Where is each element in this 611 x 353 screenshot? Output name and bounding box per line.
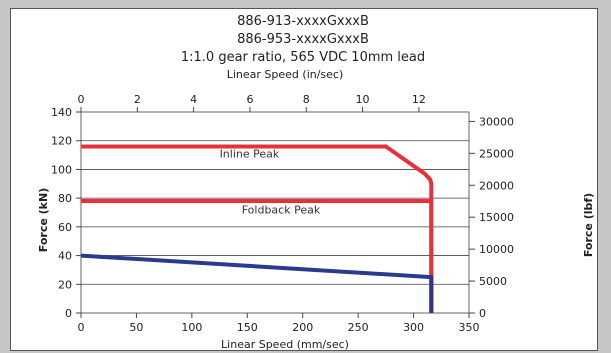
title-line-2: 886-953-xxxxGxxxB: [237, 32, 369, 47]
y-tick-label: 60: [58, 221, 72, 234]
y-tick-label: 20: [58, 278, 72, 291]
top-tick-label: 0: [78, 93, 85, 106]
x-tick-label: 100: [181, 321, 202, 334]
annotation-2: Foldback Peak: [242, 204, 321, 217]
y-tick-label: 100: [51, 163, 72, 176]
top-tick-label: 8: [303, 93, 310, 106]
y2-axis-label: Force (lbf): [582, 193, 595, 257]
top-tick-label: 6: [246, 93, 253, 106]
x-tick-label: 250: [348, 321, 369, 334]
series-line-1: [81, 144, 434, 313]
y-tick-label: 140: [51, 106, 72, 119]
series-line-3: [80, 253, 434, 313]
x-axis-label: Linear Speed (mm/sec): [221, 338, 349, 351]
y-tick-label: 120: [51, 135, 72, 148]
y-tick-label: 80: [58, 192, 72, 205]
title-line-1: 886-913-xxxxGxxxB: [237, 14, 369, 29]
y-tick-label: 0: [65, 307, 72, 320]
y-tick-label: 40: [58, 250, 72, 263]
y-axis-label: Force (kN): [37, 188, 50, 252]
chart-svg: 886-913-xxxxGxxxB 886-953-xxxxGxxxB 1:1.…: [37, 14, 595, 351]
y2-tick-label: 0: [479, 307, 486, 320]
x-tick-label: 0: [78, 321, 85, 334]
chart-frame: 886-913-xxxxGxxxB 886-953-xxxxGxxxB 1:1.…: [10, 8, 598, 351]
top-tick-label: 10: [356, 93, 370, 106]
top-tick-label: 12: [412, 93, 426, 106]
annotation-1: Inline Peak: [220, 148, 280, 161]
y2-tick-label: 5000: [479, 275, 507, 288]
title-line-3: 1:1.0 gear ratio, 565 VDC 10mm lead: [181, 50, 425, 65]
plot-area: [80, 111, 470, 314]
top-tick-label: 4: [190, 93, 197, 106]
x-tick-label: 350: [459, 321, 480, 334]
y2-tick-label: 15000: [479, 211, 514, 224]
y2-tick-label: 20000: [479, 179, 514, 192]
x-tick-label: 200: [292, 321, 313, 334]
y2-tick-label: 25000: [479, 147, 514, 160]
x-tick-label: 50: [129, 321, 143, 334]
y2-tick-label: 10000: [479, 243, 514, 256]
top-tick-label: 2: [134, 93, 141, 106]
top-axis-label: Linear Speed (in/sec): [227, 68, 344, 81]
x-tick-label: 150: [237, 321, 258, 334]
x-tick-label: 300: [403, 321, 424, 334]
y2-tick-label: 30000: [479, 115, 514, 128]
